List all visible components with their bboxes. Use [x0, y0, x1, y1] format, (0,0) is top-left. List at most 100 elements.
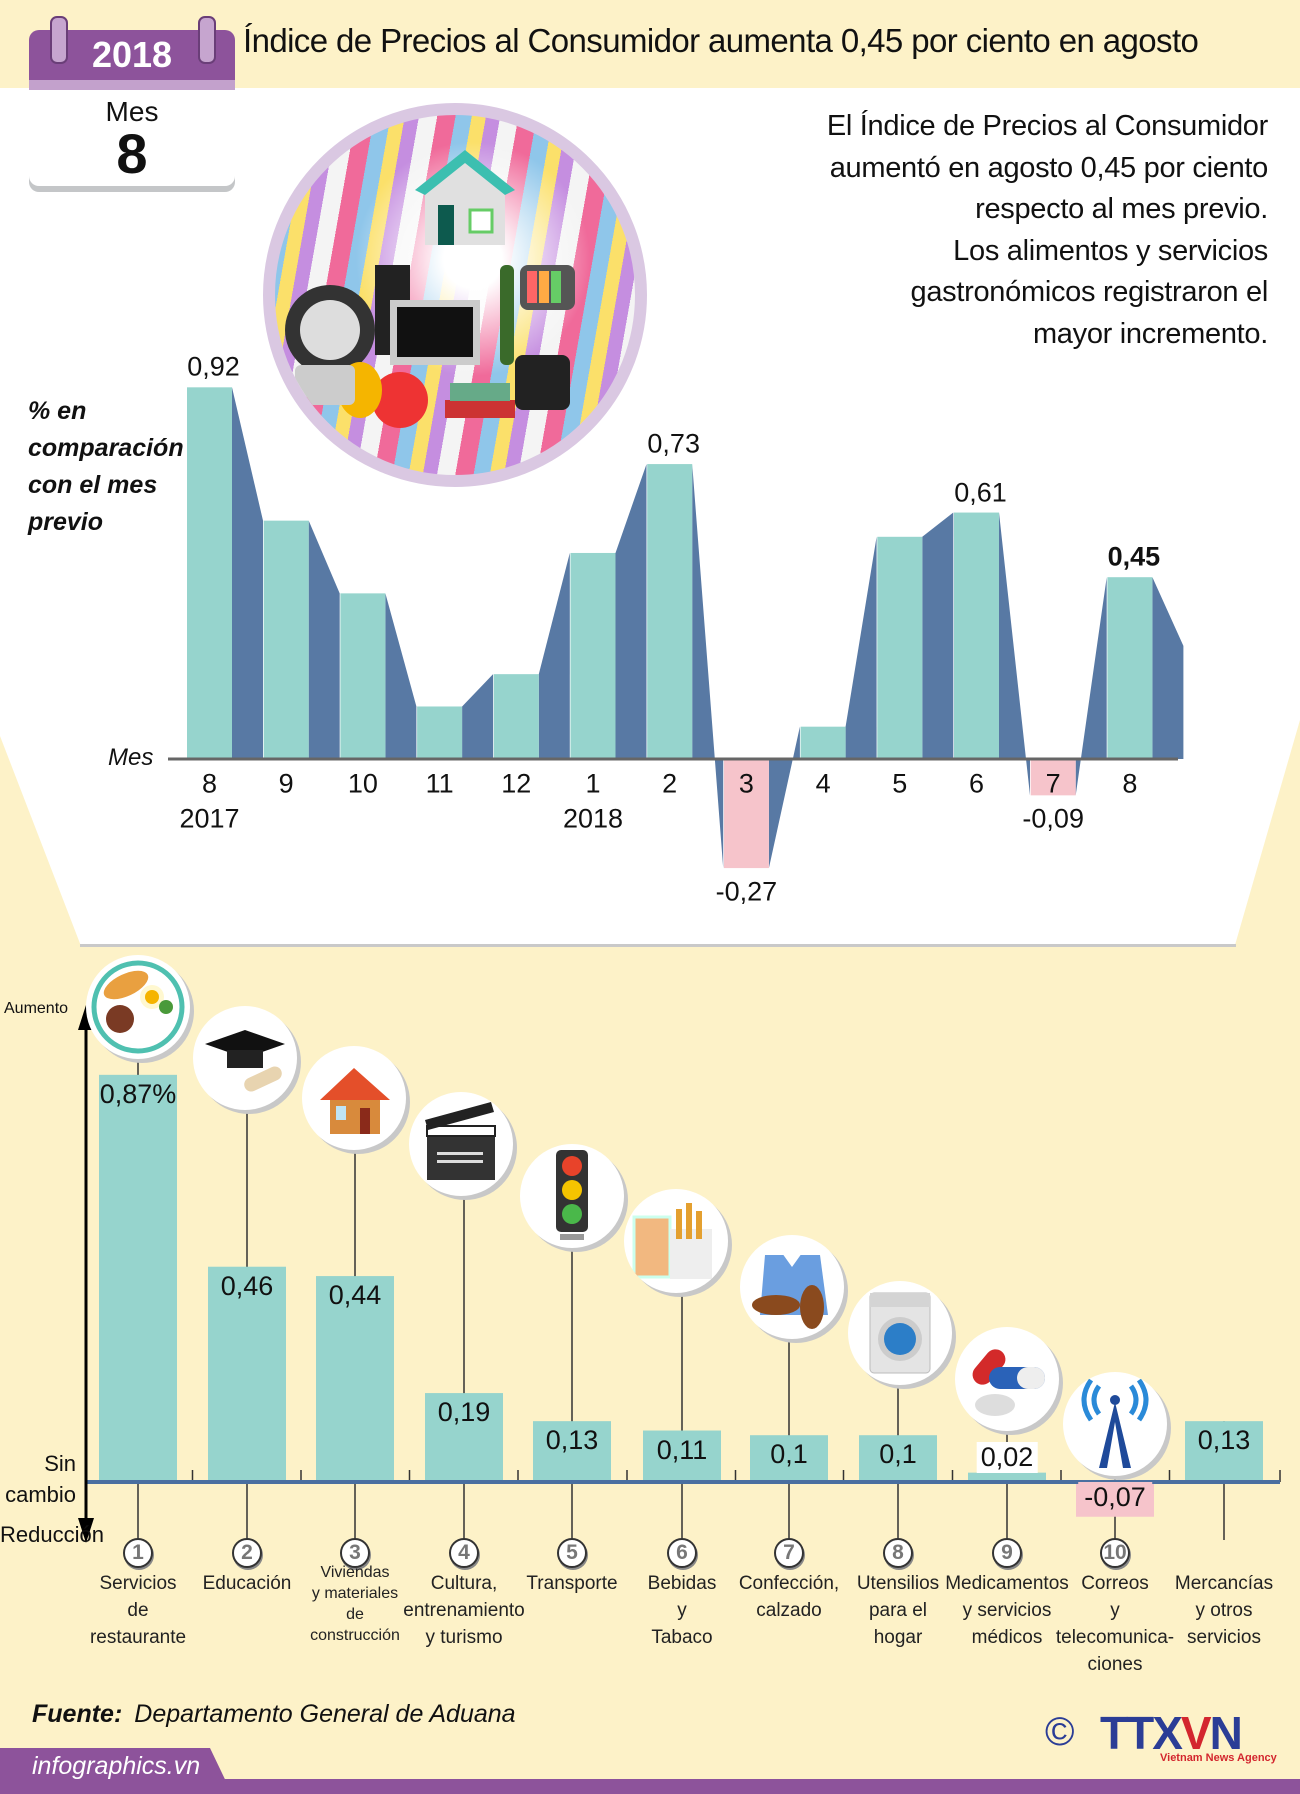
axis-label-decrease: Reducción — [0, 1522, 104, 1547]
arrow-down-icon — [78, 1518, 94, 1543]
source-label: Fuente: — [32, 1700, 123, 1728]
data-label: 0,45 — [1107, 541, 1161, 572]
bar-side — [692, 464, 724, 869]
site-link[interactable]: infographics.vn — [32, 1752, 201, 1780]
category-label-line: hogar — [873, 1627, 923, 1648]
bar-side — [462, 674, 494, 759]
summary-line: respecto al mes previo. — [975, 193, 1268, 226]
category-label-line: y — [1110, 1600, 1120, 1621]
data-label: 0,87% — [99, 1078, 177, 1109]
calendar-month-label: Mes — [105, 96, 159, 127]
category-label-line: telecomunica- — [1055, 1627, 1175, 1648]
category-label-line: Viviendas — [320, 1564, 390, 1581]
data-label: 0,61 — [954, 477, 1007, 508]
bar — [570, 552, 616, 759]
category-label-line: Correos — [1081, 1573, 1149, 1594]
consumer-goods-illustration — [263, 103, 647, 487]
section-divider — [80, 944, 1236, 947]
bar-side — [845, 536, 877, 759]
bar-side — [615, 464, 647, 759]
y-axis-label: % en comparación con el mes previo — [28, 397, 184, 536]
x-tick-label: 5 — [892, 768, 908, 799]
summary-line: aumentó en agosto 0,45 por ciento — [829, 151, 1269, 184]
bar-side — [922, 512, 954, 759]
category-label: Medicamentos y servicios médicos — [942, 1570, 1072, 1651]
bar — [425, 1393, 503, 1482]
category-label-line: Transporte — [526, 1573, 618, 1594]
x-tick-label: 7 — [1045, 768, 1061, 799]
calendar-month: 8 — [116, 122, 148, 185]
data-label: 0,02 — [976, 1442, 1038, 1473]
data-label: 0,11 — [656, 1434, 708, 1465]
summary-line: El Índice de Precios al Consumidor — [826, 110, 1268, 142]
bar-side — [768, 726, 800, 869]
bar — [968, 1472, 1046, 1482]
category-label-line: y otros — [1195, 1600, 1253, 1621]
ttxvn-logo: © TTXVN Vietnam News Agency — [1045, 1707, 1277, 1768]
category-label-line: restaurante — [89, 1627, 187, 1648]
category-number-badge: 1 — [123, 1538, 153, 1568]
category-label-line: Mercancías — [1174, 1573, 1274, 1594]
bar — [1030, 759, 1076, 796]
year-label: 2018 — [562, 803, 624, 834]
data-label: 0,44 — [328, 1280, 382, 1311]
bar — [647, 464, 693, 759]
category-label-line: Utensilios — [856, 1573, 940, 1594]
category-label-line: y materiales — [311, 1585, 399, 1602]
category-label: Transporte — [507, 1570, 637, 1597]
bar-side — [1152, 577, 1184, 759]
category-number-badge: 6 — [667, 1538, 697, 1568]
antenna-tower-icon — [1063, 1372, 1167, 1476]
bar — [750, 1435, 828, 1482]
category-label-line: construcción — [310, 1627, 400, 1644]
x-tick-label: 4 — [815, 768, 831, 799]
category-label-line: de — [346, 1606, 364, 1623]
category-label-line: Medicamentos — [945, 1573, 1069, 1594]
year-label: 2017 — [179, 803, 240, 834]
category-number-badge: 3 — [340, 1538, 370, 1568]
category-number-badge: 5 — [557, 1538, 587, 1568]
x-axis-label: Mes — [108, 744, 154, 771]
x-tick-label: 8 — [201, 768, 218, 799]
category-label-line: y turismo — [425, 1627, 503, 1648]
category-label: Confección, calzado — [724, 1570, 854, 1624]
x-tick-label: 2 — [662, 768, 678, 799]
food-plate-icon — [86, 955, 190, 1059]
x-tick-label: 1 — [585, 768, 601, 799]
bar-side — [385, 593, 417, 759]
bar — [493, 674, 539, 759]
clapperboard-icon — [409, 1092, 513, 1196]
axis-label-increase: Aumento — [4, 1000, 69, 1017]
category-number-badge: 9 — [992, 1538, 1022, 1568]
x-tick-label: 8 — [1122, 768, 1138, 799]
footer-bar — [0, 1779, 1300, 1794]
data-label: -0,27 — [715, 876, 778, 907]
pills-icon — [955, 1327, 1059, 1431]
bar — [643, 1430, 721, 1482]
bar — [954, 512, 999, 759]
bar — [877, 536, 923, 759]
category-number-badge: 8 — [883, 1538, 913, 1568]
data-label: 0,1 — [770, 1439, 808, 1470]
summary-line: mayor incremento. — [1032, 317, 1268, 350]
category-label: Correos y telecomunica-ciones — [1050, 1570, 1180, 1678]
shirt-shoes-icon — [740, 1235, 844, 1339]
summary-line: gastronómicos registraron el — [910, 276, 1269, 309]
bar — [1185, 1421, 1263, 1482]
bar — [723, 759, 769, 869]
category-label-line: Bebidas — [647, 1573, 717, 1594]
bar — [800, 726, 846, 759]
category-label: Servicios de restaurante — [73, 1570, 203, 1651]
category-label-line: Confección, — [738, 1573, 840, 1594]
category-number-badge: 10 — [1100, 1538, 1130, 1568]
axis-label-no-change: Sin cambio — [5, 1451, 76, 1507]
bar-side — [999, 512, 1030, 796]
drink-cigarettes-icon — [624, 1189, 728, 1293]
category-label-line: entrenamiento — [403, 1600, 525, 1621]
category-label-line: y — [677, 1600, 687, 1621]
category-label-line: Cultura, — [430, 1573, 498, 1594]
bar — [316, 1276, 394, 1482]
data-label: -0,09 — [1022, 803, 1084, 834]
x-tick-label: 6 — [968, 768, 985, 799]
